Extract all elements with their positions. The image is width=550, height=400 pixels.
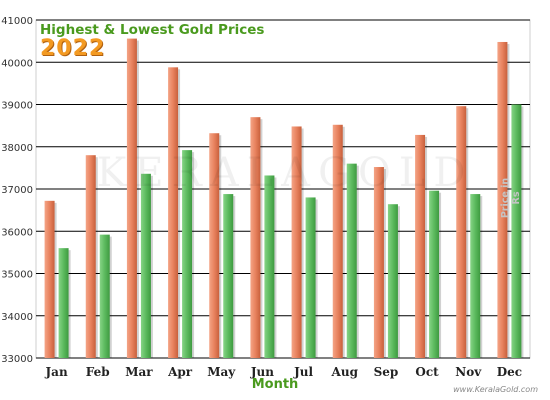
chart-subtitle: 2022 <box>40 36 106 61</box>
bars <box>44 38 524 359</box>
bar-low-mar <box>140 173 151 358</box>
x-tick-label: Dec <box>497 365 522 379</box>
bar-high-feb <box>85 155 96 358</box>
y-tick-label: 34000 <box>1 312 33 323</box>
bar-high-dec <box>497 41 508 358</box>
y-tick-label: 40000 <box>1 58 33 69</box>
y-axis-label: Price in Rs <box>500 177 522 219</box>
bar-high-aug <box>332 124 343 358</box>
bar-high-mar <box>126 38 137 359</box>
y-tick-label: 39000 <box>1 101 33 112</box>
x-tick-label: Sep <box>374 365 399 379</box>
chart-title: Highest & Lowest Gold Prices <box>40 22 265 38</box>
bar-low-sep <box>387 204 398 358</box>
y-tick-label: 36000 <box>1 227 33 238</box>
bar-high-apr <box>168 67 179 358</box>
bar-low-oct <box>429 190 440 358</box>
bar-high-jul <box>291 126 302 358</box>
bar-low-jan <box>58 248 69 358</box>
y-tick-label: 38000 <box>1 143 33 154</box>
x-tick-label: Jul <box>293 365 313 379</box>
y-tick-label: 41000 <box>1 16 33 27</box>
y-tick-label: 37000 <box>1 185 33 196</box>
x-tick-label: Aug <box>331 365 359 379</box>
x-axis-ticks: Jan Feb Mar Apr May Jun Jul Aug Sep Oct Nov Dec <box>44 365 522 379</box>
x-tick-label: Mar <box>125 365 153 379</box>
bar-low-feb <box>99 234 110 358</box>
bar-high-sep <box>373 167 384 358</box>
gridlines <box>36 19 530 359</box>
x-tick-label: Nov <box>455 365 482 379</box>
bar-low-jun <box>264 175 275 358</box>
x-tick-label: May <box>207 365 236 379</box>
x-axis-label: Month <box>251 377 299 392</box>
bar-low-nov <box>470 194 481 358</box>
bar-high-jun <box>250 117 261 358</box>
x-tick-label: Jun <box>250 365 274 379</box>
watermark-url: www.KeralaGold.com <box>453 385 538 394</box>
x-tick-label: Oct <box>415 365 439 379</box>
y-tick-label: 35000 <box>1 270 33 281</box>
bar-high-may <box>209 133 220 358</box>
bar-high-nov <box>456 106 467 358</box>
bar-low-aug <box>346 163 357 358</box>
bar-low-jul <box>305 197 316 358</box>
bar-low-may <box>223 194 234 358</box>
bar-low-apr <box>182 150 193 358</box>
y-tick-label: 33000 <box>1 354 33 365</box>
bar-high-jan <box>44 200 55 358</box>
bar-high-oct <box>415 134 426 358</box>
y-axis-ticks: 33000 34000 35000 36000 37000 38000 39000 40000… <box>1 16 33 365</box>
x-tick-label: Apr <box>167 365 193 379</box>
x-tick-label: Jan <box>44 365 67 379</box>
bar-low-dec <box>511 104 522 358</box>
x-tick-label: Feb <box>86 365 110 379</box>
